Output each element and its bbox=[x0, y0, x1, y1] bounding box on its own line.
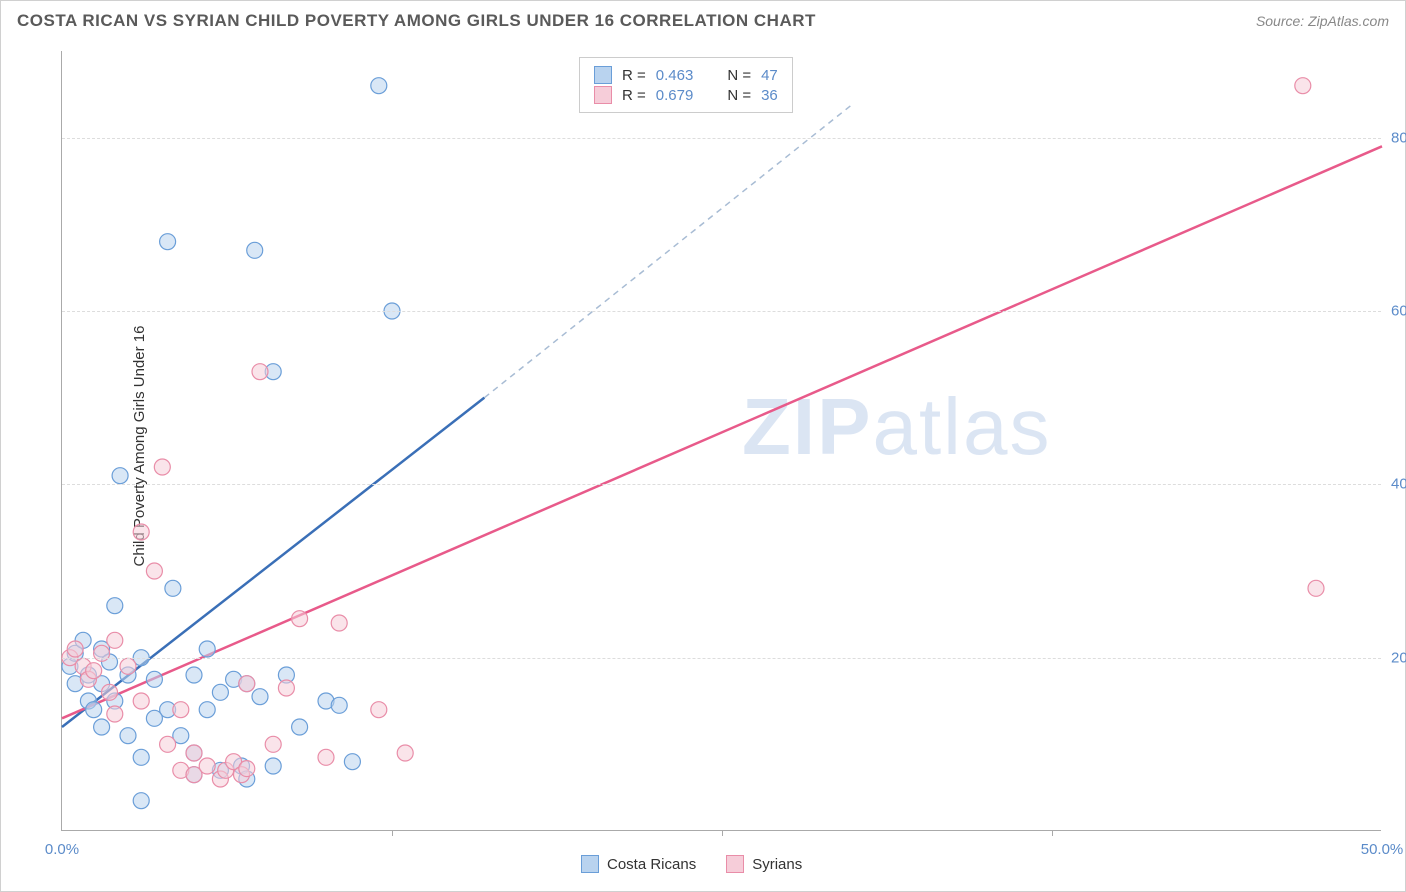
r-value: 0.463 bbox=[656, 67, 694, 84]
y-tick-label: 60.0% bbox=[1391, 303, 1406, 320]
n-value: 47 bbox=[761, 67, 778, 84]
gridline-h bbox=[62, 138, 1381, 139]
y-tick-label: 40.0% bbox=[1391, 476, 1406, 493]
gridline-h bbox=[62, 311, 1381, 312]
scatter-point bbox=[292, 611, 308, 627]
legend-stat-row: R = 0.463 N = 47 bbox=[594, 66, 778, 84]
scatter-point bbox=[1295, 78, 1311, 94]
scatter-point bbox=[102, 684, 118, 700]
y-tick-label: 80.0% bbox=[1391, 129, 1406, 146]
x-tick-mark bbox=[722, 830, 723, 836]
scatter-point bbox=[94, 719, 110, 735]
scatter-point bbox=[146, 671, 162, 687]
scatter-point bbox=[239, 761, 255, 777]
scatter-point bbox=[107, 632, 123, 648]
scatter-point bbox=[107, 706, 123, 722]
title-bar: COSTA RICAN VS SYRIAN CHILD POVERTY AMON… bbox=[17, 11, 1389, 31]
scatter-point bbox=[154, 459, 170, 475]
scatter-point bbox=[371, 78, 387, 94]
source-label: Source: ZipAtlas.com bbox=[1256, 13, 1389, 29]
scatter-point bbox=[1308, 580, 1324, 596]
scatter-point bbox=[146, 563, 162, 579]
scatter-point bbox=[252, 364, 268, 380]
n-value: 36 bbox=[761, 87, 778, 104]
scatter-point bbox=[160, 234, 176, 250]
scatter-point bbox=[344, 754, 360, 770]
scatter-point bbox=[120, 728, 136, 744]
legend-swatch bbox=[594, 86, 612, 104]
regression-line bbox=[62, 146, 1382, 718]
scatter-point bbox=[67, 641, 83, 657]
scatter-point bbox=[292, 719, 308, 735]
scatter-point bbox=[265, 758, 281, 774]
scatter-point bbox=[86, 702, 102, 718]
scatter-point bbox=[199, 641, 215, 657]
legend-item-label: Costa Ricans bbox=[607, 856, 696, 873]
scatter-point bbox=[112, 468, 128, 484]
r-label: R = bbox=[622, 87, 646, 104]
scatter-point bbox=[133, 749, 149, 765]
x-tick-label: 0.0% bbox=[45, 841, 79, 858]
svg-layer bbox=[62, 51, 1381, 830]
scatter-point bbox=[331, 615, 347, 631]
gridline-h bbox=[62, 484, 1381, 485]
scatter-point bbox=[133, 524, 149, 540]
plot-area: ZIPatlas 20.0%40.0%60.0%80.0%0.0%50.0% bbox=[61, 51, 1381, 831]
legend-swatch bbox=[581, 855, 599, 873]
scatter-point bbox=[331, 697, 347, 713]
legend-stat-row: R = 0.679 N = 36 bbox=[594, 86, 778, 104]
n-label: N = bbox=[727, 87, 751, 104]
scatter-point bbox=[247, 242, 263, 258]
n-label: N = bbox=[727, 67, 751, 84]
scatter-point bbox=[186, 667, 202, 683]
x-tick-mark bbox=[1052, 830, 1053, 836]
scatter-point bbox=[212, 684, 228, 700]
y-tick-label: 20.0% bbox=[1391, 649, 1406, 666]
r-label: R = bbox=[622, 67, 646, 84]
scatter-point bbox=[133, 793, 149, 809]
scatter-point bbox=[199, 702, 215, 718]
scatter-point bbox=[199, 758, 215, 774]
legend-swatch bbox=[726, 855, 744, 873]
chart-container: COSTA RICAN VS SYRIAN CHILD POVERTY AMON… bbox=[0, 0, 1406, 892]
scatter-point bbox=[160, 736, 176, 752]
scatter-point bbox=[239, 676, 255, 692]
legend-item: Syrians bbox=[726, 855, 802, 873]
scatter-point bbox=[278, 680, 294, 696]
scatter-point bbox=[186, 745, 202, 761]
legend-statistics: R = 0.463 N = 47 R = 0.679 N = 36 bbox=[579, 57, 793, 113]
chart-title: COSTA RICAN VS SYRIAN CHILD POVERTY AMON… bbox=[17, 11, 816, 31]
scatter-point bbox=[397, 745, 413, 761]
gridline-h bbox=[62, 658, 1381, 659]
legend-item-label: Syrians bbox=[752, 856, 802, 873]
legend-swatch bbox=[594, 66, 612, 84]
scatter-point bbox=[107, 598, 123, 614]
scatter-point bbox=[86, 663, 102, 679]
regression-line-dashed bbox=[484, 103, 854, 398]
scatter-point bbox=[146, 710, 162, 726]
scatter-point bbox=[371, 702, 387, 718]
scatter-point bbox=[265, 736, 281, 752]
legend-item: Costa Ricans bbox=[581, 855, 696, 873]
scatter-point bbox=[94, 645, 110, 661]
scatter-point bbox=[165, 580, 181, 596]
scatter-point bbox=[318, 749, 334, 765]
scatter-point bbox=[252, 689, 268, 705]
x-tick-label: 50.0% bbox=[1361, 841, 1404, 858]
scatter-point bbox=[133, 693, 149, 709]
r-value: 0.679 bbox=[656, 87, 694, 104]
scatter-point bbox=[173, 702, 189, 718]
scatter-point bbox=[120, 658, 136, 674]
legend-series: Costa Ricans Syrians bbox=[581, 855, 802, 873]
x-tick-mark bbox=[392, 830, 393, 836]
